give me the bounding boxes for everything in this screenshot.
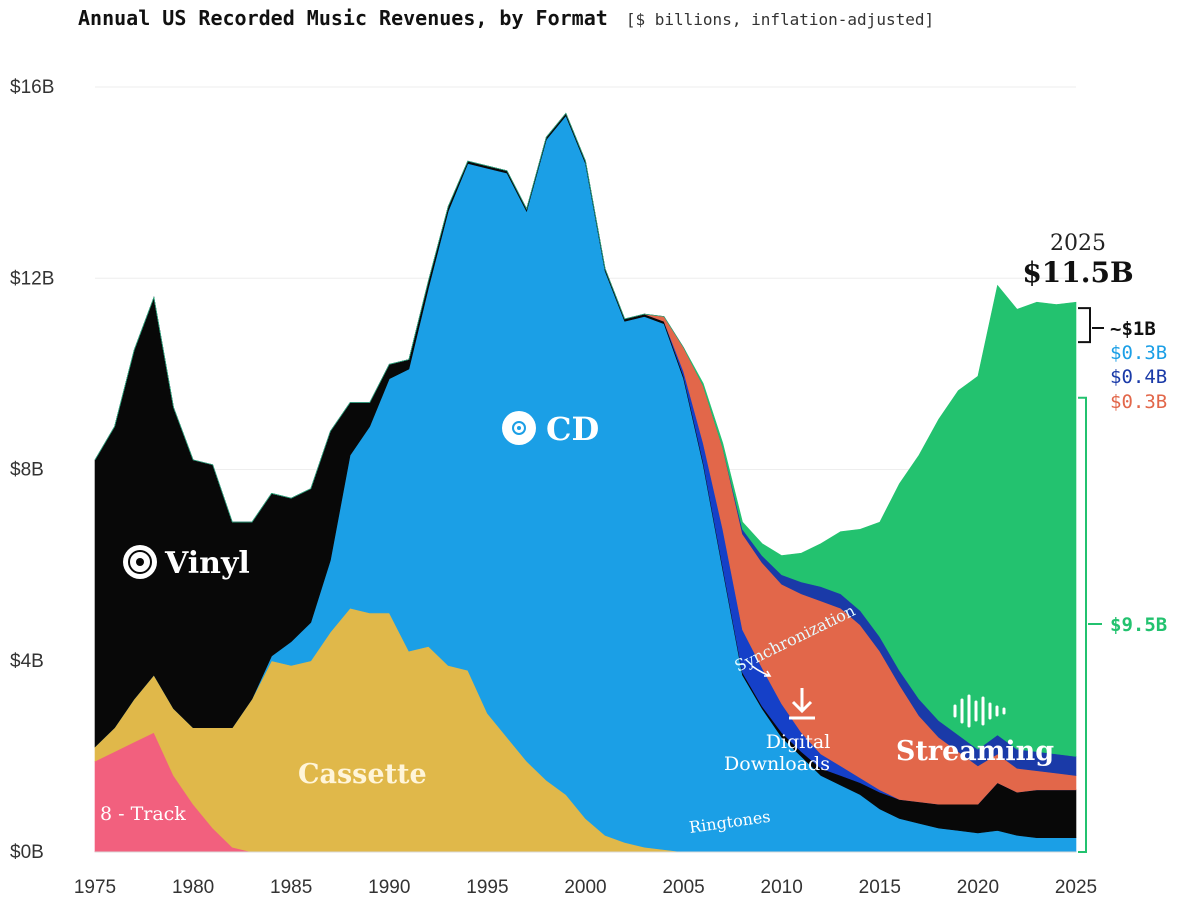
annotation-downloads-value: $0.3B (1110, 391, 1167, 413)
x-tick-label: 2010 (761, 877, 803, 898)
streaming-label-text: Streaming (896, 736, 1054, 767)
vinyl-bracket (1078, 307, 1104, 344)
annotation-total: $11.5B (1022, 256, 1133, 289)
x-tick-label: 2025 (1055, 877, 1097, 898)
x-tick-label: 2020 (957, 877, 999, 898)
streaming-bracket (1078, 396, 1102, 853)
cassette-label: Cassette (298, 759, 427, 790)
x-tick-label: 2000 (564, 877, 606, 898)
x-tick-label: 1975 (74, 877, 116, 898)
streaming-label: Streaming (896, 694, 1054, 767)
downloads-label-line1: Digital (766, 731, 831, 753)
cd-label: CD (502, 410, 599, 448)
y-axis-ticks: $0B $4B $8B $12B $16B (10, 77, 54, 863)
x-tick-label: 2015 (859, 877, 901, 898)
y-tick-label: $12B (10, 268, 54, 289)
annotation-streaming-value: $9.5B (1110, 614, 1167, 636)
x-axis-ticks: 1975 1980 1985 1990 1995 2000 2005 2010 2015 2020… (74, 877, 1097, 898)
vinyl-label-text: Vinyl (164, 546, 250, 581)
x-tick-label: 1980 (172, 877, 214, 898)
eight-track-label: 8 - Track (100, 803, 186, 825)
cd-label-text: CD (546, 410, 599, 448)
soundwave-icon (953, 694, 1006, 728)
y-tick-label: $16B (10, 77, 54, 98)
sync-arrow-icon (751, 665, 772, 677)
y-tick-label: $4B (10, 651, 44, 672)
y-tick-label: $0B (10, 842, 44, 863)
x-tick-label: 2005 (662, 877, 704, 898)
download-icon (789, 688, 815, 720)
y-tick-label: $8B (10, 460, 44, 481)
annotation-cd-value: $0.3B (1110, 342, 1167, 364)
chart-title: Annual US Recorded Music Revenues, by Fo… (78, 6, 934, 30)
area-streaming (94, 112, 1077, 757)
vinyl-label: Vinyl (123, 545, 250, 581)
x-tick-label: 1995 (466, 877, 508, 898)
chart-title-main: Annual US Recorded Music Revenues, by Fo… (78, 6, 608, 30)
annotation-sync-value: $0.4B (1110, 366, 1167, 388)
downloads-label: Digital Downloads (724, 688, 830, 775)
x-tick-label: 1985 (270, 877, 312, 898)
area-series (94, 112, 1077, 853)
annotation-vinyl-value: ~$1B (1110, 318, 1156, 340)
downloads-label-line2: Downloads (724, 753, 830, 775)
annotation-year: 2025 (1050, 231, 1106, 256)
chart-subtitle: [$ billions, inflation-adjusted] (625, 10, 935, 29)
x-tick-label: 1990 (368, 877, 410, 898)
